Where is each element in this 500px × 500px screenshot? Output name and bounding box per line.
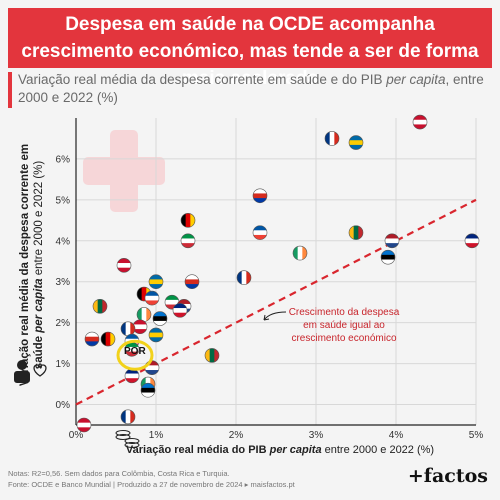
data-point [76, 417, 92, 433]
data-point [124, 368, 140, 384]
data-point [348, 225, 364, 240]
grid [75, 118, 477, 425]
chart-subtitle: Variação real média da despesa corrente … [18, 71, 488, 107]
data-point [380, 249, 396, 265]
data-point [132, 319, 148, 335]
source-line: Fonte: OCDE e Banco Mundial | Produzido … [8, 480, 295, 489]
data-point [100, 331, 116, 347]
y-tick-label: 0% [56, 400, 71, 411]
data-point [172, 303, 188, 318]
data-point [140, 382, 156, 398]
reference-line-annotation: Crescimento da despesa em saúde igual ao… [288, 307, 400, 344]
y-tick-label: 5% [56, 195, 71, 206]
y-tick-label: 2% [56, 318, 71, 329]
data-point [252, 188, 268, 204]
x-label-pre: Variação real média do PIB [125, 444, 270, 456]
health-cross-icon [83, 130, 165, 212]
data-point [148, 274, 164, 290]
x-axis-label: Variação real média do PIB per capita en… [100, 444, 460, 456]
y-label-em: per capita [33, 278, 45, 333]
data-point [204, 348, 220, 363]
data-point [292, 245, 308, 261]
data-point [120, 321, 136, 337]
reference-line [75, 198, 477, 406]
subtitle-accent-bar [8, 72, 12, 108]
reference-line-y-equals-x [75, 198, 477, 406]
data-point [84, 331, 100, 347]
notes-line: Notas: R2=0,56. Sem dados para Colômbia,… [8, 469, 230, 478]
footnotes: Notas: R2=0,56. Sem dados para Colômbia,… [8, 468, 295, 490]
chart-title: Despesa em saúde na OCDE acompanha cresc… [8, 8, 492, 89]
x-tick-label: 3% [309, 430, 324, 441]
axes: 0% 1% 2% 3% 4% 5% 0% 1% 2% 3% 4% 5% 6% [56, 118, 484, 441]
y-label-post: entre 2000 e 2022 (%) [33, 160, 45, 279]
x-tick-label: 2% [229, 430, 244, 441]
y-axis-label-wrap: Variação real média da despesa corrente … [2, 140, 62, 390]
data-point [236, 270, 252, 285]
x-tick-label: 5% [469, 430, 484, 441]
brand-logo: +factos [407, 465, 488, 487]
x-label-post: entre 2000 e 2022 (%) [321, 444, 435, 456]
data-point [144, 290, 160, 306]
data-point [324, 131, 340, 146]
data-point [136, 307, 152, 322]
portugal-highlight-ring [116, 339, 154, 371]
subtitle-pre: Variação real média da despesa corrente … [18, 72, 387, 87]
data-point [384, 233, 400, 249]
data-point [412, 114, 428, 130]
data-point [152, 311, 168, 326]
y-axis-label: Variação real média da despesa corrente … [18, 140, 46, 390]
y-tick-label: 3% [56, 277, 71, 288]
data-point [184, 274, 200, 290]
annotation-arrow [263, 311, 287, 321]
data-point [180, 213, 196, 228]
x-tick-label: 4% [389, 430, 404, 441]
x-tick-label: 0% [69, 430, 84, 441]
person-icon [14, 360, 47, 383]
data-point [348, 135, 364, 150]
subtitle-post: , entre 2000 e 2022 (%) [18, 72, 484, 105]
x-tick-label: 1% [149, 430, 164, 441]
subtitle-em: per capita [386, 72, 446, 87]
x-label-em: per capita [269, 444, 322, 456]
data-point [252, 225, 268, 240]
data-point [148, 327, 164, 343]
data-point [92, 298, 108, 314]
y-tick-label: 6% [56, 154, 71, 165]
y-tick-label: 4% [56, 236, 71, 247]
data-point [464, 233, 480, 249]
annotation-arrowhead [263, 314, 270, 321]
data-point [180, 233, 196, 249]
coins-icon [115, 430, 140, 448]
data-point [116, 258, 132, 273]
data-point [120, 409, 136, 425]
data-points [76, 114, 480, 433]
data-point [144, 360, 160, 375]
portugal-label: POR [124, 346, 146, 357]
y-tick-label: 1% [56, 359, 71, 370]
